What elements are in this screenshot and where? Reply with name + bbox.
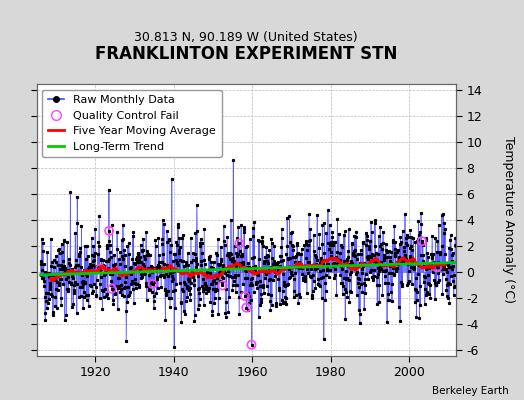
Point: [247, 342, 256, 348]
Text: Berkeley Earth: Berkeley Earth: [432, 386, 508, 396]
Text: 30.813 N, 90.189 W (United States): 30.813 N, 90.189 W (United States): [135, 32, 358, 44]
Title: FRANKLINTON EXPERIMENT STN: FRANKLINTON EXPERIMENT STN: [95, 45, 398, 63]
Point: [105, 228, 113, 234]
Point: [242, 304, 250, 311]
Y-axis label: Temperature Anomaly (°C): Temperature Anomaly (°C): [501, 136, 515, 304]
Legend: Raw Monthly Data, Quality Control Fail, Five Year Moving Average, Long-Term Tren: Raw Monthly Data, Quality Control Fail, …: [42, 90, 222, 157]
Point: [433, 264, 441, 271]
Point: [418, 238, 426, 244]
Point: [107, 286, 116, 292]
Point: [96, 265, 104, 272]
Point: [219, 282, 227, 289]
Point: [235, 240, 244, 247]
Point: [241, 293, 249, 299]
Point: [148, 281, 157, 287]
